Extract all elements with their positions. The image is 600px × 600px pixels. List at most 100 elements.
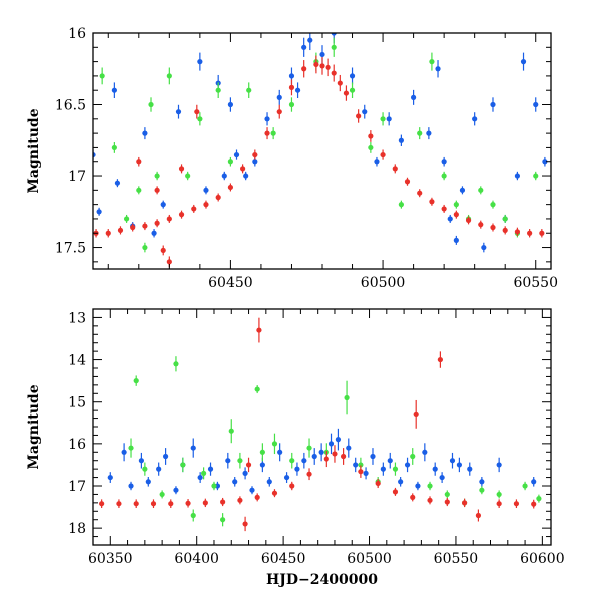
data-point xyxy=(337,80,343,86)
data-point xyxy=(533,101,539,108)
data-point xyxy=(331,44,337,50)
data-point xyxy=(531,479,537,485)
data-point xyxy=(142,223,148,229)
data-point xyxy=(318,449,324,455)
data-point xyxy=(439,474,445,481)
data-point xyxy=(242,470,248,476)
data-point xyxy=(270,130,276,136)
data-point xyxy=(478,222,484,228)
data-point xyxy=(288,73,295,79)
data-point xyxy=(197,116,203,122)
data-point xyxy=(242,521,248,527)
y-tick-label: 14 xyxy=(68,353,86,369)
data-point xyxy=(444,491,450,498)
data-point xyxy=(121,449,127,455)
data-point xyxy=(145,479,151,485)
data-point xyxy=(456,462,462,468)
data-point xyxy=(404,179,411,185)
x-tick-label: 60500 xyxy=(347,551,392,567)
data-point xyxy=(465,217,472,223)
data-point xyxy=(246,87,252,93)
data-point xyxy=(387,458,393,464)
data-point xyxy=(307,37,313,43)
series-1 xyxy=(93,33,548,253)
data-point xyxy=(531,501,537,507)
data-point xyxy=(288,101,295,108)
data-point xyxy=(441,173,447,179)
plot-frame xyxy=(92,308,552,546)
data-point xyxy=(173,361,179,367)
data-point xyxy=(533,173,539,179)
data-point xyxy=(162,453,169,460)
data-point xyxy=(368,133,374,139)
data-point xyxy=(496,462,502,468)
data-point xyxy=(349,73,356,79)
data-point xyxy=(427,483,433,489)
data-point xyxy=(245,462,252,468)
data-point xyxy=(536,496,542,502)
data-point xyxy=(447,216,453,222)
data-point xyxy=(453,202,459,208)
data-point xyxy=(453,237,459,243)
data-point xyxy=(380,466,386,472)
data-point xyxy=(178,166,185,172)
data-point xyxy=(160,247,166,254)
data-point xyxy=(311,453,317,460)
data-point xyxy=(96,209,102,215)
data-point xyxy=(133,501,139,507)
data-point xyxy=(413,411,419,417)
data-point xyxy=(166,259,172,265)
data-point xyxy=(114,180,121,186)
data-point xyxy=(277,449,283,455)
y-axis-label: Magnitude xyxy=(26,384,42,469)
data-point xyxy=(313,61,319,68)
data-point xyxy=(160,202,166,208)
data-point xyxy=(331,70,337,76)
data-point xyxy=(417,130,423,136)
data-point xyxy=(358,462,364,468)
data-point xyxy=(467,466,473,472)
y-tick-label: 16 xyxy=(68,26,86,42)
data-point xyxy=(254,386,260,392)
data-point xyxy=(449,458,456,464)
data-point xyxy=(190,512,196,519)
data-point xyxy=(478,187,484,193)
data-point xyxy=(453,212,459,218)
data-point xyxy=(191,206,197,212)
data-point xyxy=(202,500,208,506)
data-point xyxy=(472,116,478,122)
data-point xyxy=(490,224,496,231)
data-point xyxy=(522,483,528,489)
data-point xyxy=(227,184,233,191)
data-point xyxy=(392,489,399,495)
data-point xyxy=(520,59,527,65)
data-point xyxy=(240,166,246,172)
data-point xyxy=(175,109,182,115)
x-tick-label: 60450 xyxy=(208,275,253,291)
data-point xyxy=(128,445,134,451)
series-0 xyxy=(93,55,545,268)
data-point xyxy=(259,462,265,468)
data-point xyxy=(429,199,435,205)
data-point xyxy=(215,87,221,93)
data-point xyxy=(173,487,179,493)
data-point xyxy=(156,466,162,472)
data-point xyxy=(415,483,421,489)
series-2 xyxy=(128,356,542,527)
data-point xyxy=(136,159,142,165)
data-point xyxy=(343,90,350,96)
y-tick-label: 18 xyxy=(68,521,86,537)
data-point xyxy=(180,462,186,468)
data-point xyxy=(481,244,487,251)
data-point xyxy=(527,230,533,236)
data-point xyxy=(332,451,338,457)
data-point xyxy=(432,466,438,472)
data-point xyxy=(243,173,249,179)
data-point xyxy=(111,87,117,93)
data-point xyxy=(362,109,368,115)
data-point xyxy=(427,497,433,503)
data-point xyxy=(227,101,233,108)
data-point xyxy=(335,437,342,443)
data-point xyxy=(539,230,545,236)
data-point xyxy=(341,453,347,460)
